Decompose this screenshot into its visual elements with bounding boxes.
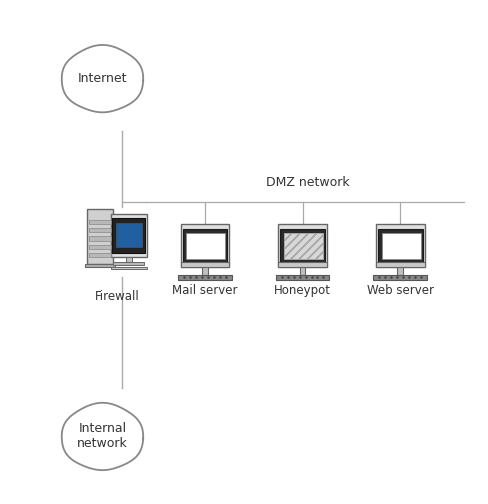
FancyBboxPatch shape bbox=[186, 233, 225, 259]
FancyBboxPatch shape bbox=[89, 236, 111, 241]
Circle shape bbox=[80, 55, 95, 71]
FancyBboxPatch shape bbox=[116, 223, 142, 247]
Text: Firewall: Firewall bbox=[95, 290, 140, 303]
Circle shape bbox=[72, 426, 85, 439]
FancyBboxPatch shape bbox=[89, 228, 111, 232]
FancyBboxPatch shape bbox=[126, 257, 132, 262]
Circle shape bbox=[93, 407, 112, 427]
FancyBboxPatch shape bbox=[376, 262, 425, 267]
Polygon shape bbox=[62, 45, 143, 112]
FancyBboxPatch shape bbox=[276, 275, 329, 280]
FancyBboxPatch shape bbox=[178, 275, 232, 280]
FancyBboxPatch shape bbox=[376, 224, 425, 267]
Polygon shape bbox=[62, 403, 143, 470]
FancyBboxPatch shape bbox=[113, 262, 144, 266]
Circle shape bbox=[72, 68, 85, 82]
FancyBboxPatch shape bbox=[397, 267, 403, 275]
FancyBboxPatch shape bbox=[183, 229, 227, 262]
FancyBboxPatch shape bbox=[110, 267, 147, 269]
Text: Web server: Web server bbox=[366, 284, 434, 297]
Circle shape bbox=[110, 55, 125, 71]
Text: Internet: Internet bbox=[78, 72, 127, 85]
FancyBboxPatch shape bbox=[181, 262, 229, 267]
FancyBboxPatch shape bbox=[89, 244, 111, 249]
Text: DMZ network: DMZ network bbox=[265, 176, 349, 189]
FancyBboxPatch shape bbox=[110, 214, 147, 257]
FancyBboxPatch shape bbox=[89, 253, 111, 258]
FancyBboxPatch shape bbox=[278, 262, 327, 267]
FancyBboxPatch shape bbox=[300, 267, 305, 275]
FancyBboxPatch shape bbox=[382, 233, 421, 259]
Text: Internal
network: Internal network bbox=[77, 422, 128, 450]
Circle shape bbox=[120, 68, 133, 82]
Circle shape bbox=[120, 426, 133, 439]
FancyBboxPatch shape bbox=[284, 233, 323, 259]
FancyBboxPatch shape bbox=[373, 275, 427, 280]
Text: Mail server: Mail server bbox=[172, 284, 238, 297]
Text: Honeypot: Honeypot bbox=[274, 284, 331, 297]
FancyBboxPatch shape bbox=[378, 229, 423, 262]
Circle shape bbox=[110, 413, 125, 429]
Circle shape bbox=[80, 413, 95, 429]
FancyBboxPatch shape bbox=[85, 264, 115, 267]
FancyBboxPatch shape bbox=[181, 224, 229, 267]
Circle shape bbox=[91, 73, 114, 96]
FancyBboxPatch shape bbox=[112, 218, 145, 253]
FancyBboxPatch shape bbox=[278, 224, 327, 267]
FancyBboxPatch shape bbox=[202, 267, 208, 275]
Circle shape bbox=[93, 49, 112, 69]
FancyBboxPatch shape bbox=[87, 209, 113, 264]
FancyBboxPatch shape bbox=[280, 229, 325, 262]
Circle shape bbox=[91, 430, 114, 454]
FancyBboxPatch shape bbox=[89, 220, 111, 224]
